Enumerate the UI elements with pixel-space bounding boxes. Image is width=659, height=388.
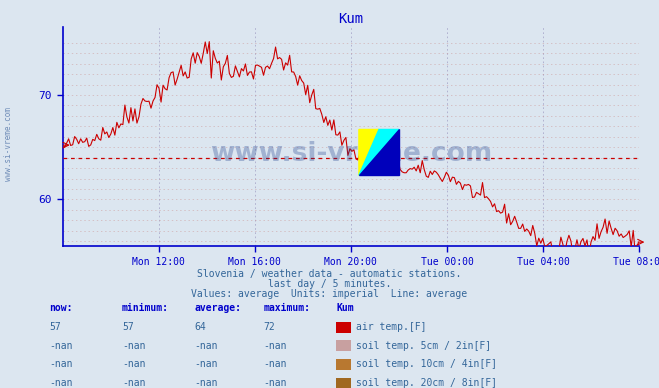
Text: soil temp. 5cm / 2in[F]: soil temp. 5cm / 2in[F]	[356, 341, 491, 351]
Text: -nan: -nan	[49, 341, 73, 351]
Text: soil temp. 10cm / 4in[F]: soil temp. 10cm / 4in[F]	[356, 359, 497, 369]
Text: -nan: -nan	[122, 341, 146, 351]
Text: last day / 5 minutes.: last day / 5 minutes.	[268, 279, 391, 289]
Text: -nan: -nan	[122, 378, 146, 388]
Text: www.si-vreme.com: www.si-vreme.com	[4, 107, 13, 180]
Text: Slovenia / weather data - automatic stations.: Slovenia / weather data - automatic stat…	[197, 268, 462, 279]
Polygon shape	[359, 130, 399, 175]
Text: -nan: -nan	[194, 378, 218, 388]
Title: Kum: Kum	[338, 12, 364, 26]
Text: 57: 57	[122, 322, 134, 332]
Text: now:: now:	[49, 303, 73, 314]
Text: Kum: Kum	[336, 303, 354, 314]
Text: -nan: -nan	[264, 359, 287, 369]
Text: 64: 64	[194, 322, 206, 332]
Text: -nan: -nan	[49, 378, 73, 388]
Text: 72: 72	[264, 322, 275, 332]
Text: -nan: -nan	[194, 341, 218, 351]
Text: air temp.[F]: air temp.[F]	[356, 322, 426, 332]
Text: -nan: -nan	[49, 359, 73, 369]
Text: www.si-vreme.com: www.si-vreme.com	[210, 141, 492, 167]
Polygon shape	[359, 130, 379, 175]
Polygon shape	[359, 130, 399, 175]
Text: minimum:: minimum:	[122, 303, 169, 314]
Text: soil temp. 20cm / 8in[F]: soil temp. 20cm / 8in[F]	[356, 378, 497, 388]
Text: -nan: -nan	[194, 359, 218, 369]
Text: 57: 57	[49, 322, 61, 332]
Text: Values: average  Units: imperial  Line: average: Values: average Units: imperial Line: av…	[191, 289, 468, 299]
Text: average:: average:	[194, 303, 241, 314]
Text: -nan: -nan	[122, 359, 146, 369]
Text: -nan: -nan	[264, 378, 287, 388]
Text: maximum:: maximum:	[264, 303, 310, 314]
Text: -nan: -nan	[264, 341, 287, 351]
